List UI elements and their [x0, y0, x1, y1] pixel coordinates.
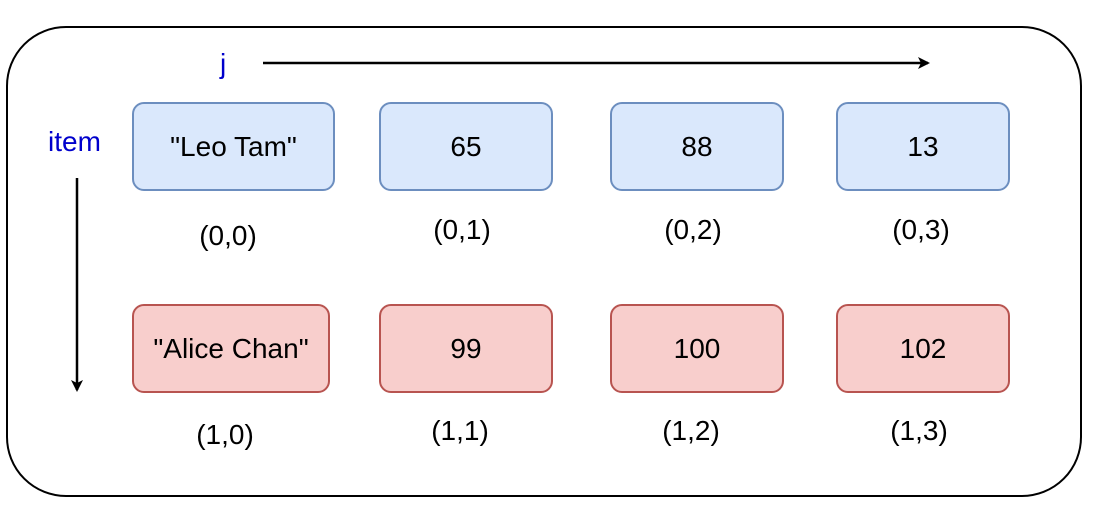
coord-1-0: (1,0)	[196, 419, 254, 450]
coord-0-2: (0,2)	[664, 214, 722, 245]
cell-0-2: 88	[610, 102, 784, 191]
cell-0-0: "Leo Tam"	[132, 102, 335, 191]
coord-1-2: (1,2)	[662, 415, 720, 446]
cell-0-3: 13	[836, 102, 1010, 191]
coord-0-1: (0,1)	[433, 214, 491, 245]
cell-1-1: 99	[379, 304, 553, 393]
coord-1-3: (1,3)	[890, 415, 948, 446]
coord-0-0: (0,0)	[199, 220, 257, 251]
cell-0-1: 65	[379, 102, 553, 191]
cell-1-2: 100	[610, 304, 784, 393]
coord-0-3: (0,3)	[892, 214, 950, 245]
row-axis-label: item	[48, 126, 101, 157]
cell-1-3: 102	[836, 304, 1010, 393]
cell-1-0: "Alice Chan"	[132, 304, 330, 393]
column-axis-label: j	[220, 48, 227, 79]
coord-1-1: (1,1)	[431, 415, 489, 446]
